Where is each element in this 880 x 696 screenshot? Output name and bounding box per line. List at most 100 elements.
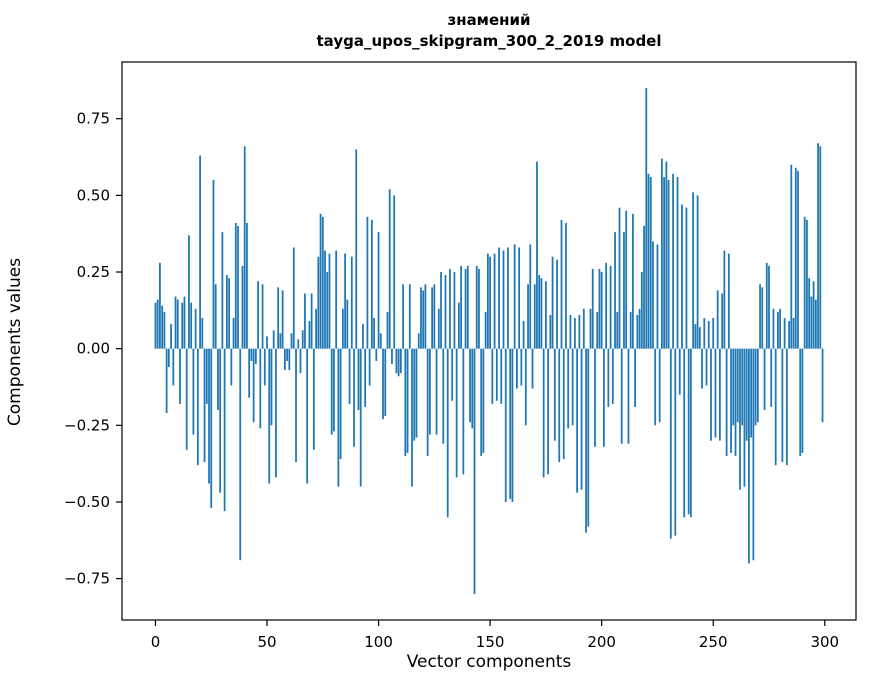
bar bbox=[379, 333, 382, 349]
bar bbox=[172, 348, 175, 386]
bar bbox=[509, 348, 512, 499]
bar bbox=[397, 348, 400, 377]
bar bbox=[527, 284, 529, 349]
bar bbox=[618, 207, 621, 349]
bar bbox=[382, 348, 384, 420]
bar bbox=[317, 256, 320, 349]
bar bbox=[672, 173, 674, 349]
bar bbox=[589, 308, 592, 349]
bar bbox=[411, 348, 413, 487]
bar bbox=[553, 348, 556, 441]
y-tick-label: 0.50 bbox=[77, 186, 110, 204]
bar bbox=[301, 330, 304, 349]
y-tick-label: −0.25 bbox=[64, 416, 110, 434]
bar bbox=[159, 262, 161, 349]
y-tick-label: −0.50 bbox=[64, 493, 110, 511]
bar bbox=[246, 222, 248, 349]
bar bbox=[475, 265, 478, 349]
bar bbox=[368, 348, 371, 386]
chart-title: знамений tayga_upos_skipgram_300_2_2019 … bbox=[122, 10, 856, 52]
bar bbox=[324, 250, 326, 349]
bar bbox=[587, 348, 590, 527]
bar bbox=[710, 348, 712, 441]
x-axis-label: Vector components bbox=[406, 652, 572, 672]
bar bbox=[341, 308, 344, 349]
bar bbox=[426, 348, 429, 456]
bar bbox=[386, 311, 389, 349]
bar bbox=[259, 348, 262, 429]
bar bbox=[391, 348, 393, 364]
bar bbox=[600, 272, 603, 349]
bar bbox=[404, 348, 407, 456]
bar bbox=[674, 348, 677, 536]
bar bbox=[565, 222, 567, 349]
bar bbox=[339, 348, 342, 460]
bar bbox=[270, 348, 273, 426]
bar bbox=[594, 348, 596, 447]
bar bbox=[154, 302, 157, 349]
bar bbox=[495, 348, 498, 401]
bar bbox=[230, 348, 233, 386]
bar bbox=[355, 149, 358, 349]
bar bbox=[531, 348, 534, 389]
bar bbox=[223, 348, 226, 512]
bar bbox=[736, 348, 739, 423]
bar bbox=[502, 250, 505, 349]
bar bbox=[676, 176, 679, 349]
bar bbox=[299, 348, 302, 374]
y-tick-label: 0.25 bbox=[77, 263, 110, 281]
bar bbox=[181, 302, 184, 349]
bar bbox=[469, 348, 471, 423]
bar bbox=[616, 311, 619, 349]
y-axis-label: Components values bbox=[5, 257, 25, 427]
bar bbox=[417, 333, 420, 349]
bar bbox=[281, 290, 284, 349]
bar bbox=[567, 348, 570, 429]
bar bbox=[524, 348, 527, 426]
bar bbox=[237, 226, 239, 349]
bar bbox=[741, 348, 744, 426]
bar bbox=[203, 348, 206, 463]
bar bbox=[321, 216, 324, 349]
x-tick-label: 300 bbox=[810, 633, 839, 651]
bar bbox=[263, 348, 266, 386]
bar bbox=[716, 290, 719, 349]
bar bbox=[377, 232, 380, 349]
bar bbox=[176, 299, 179, 349]
bar bbox=[466, 265, 469, 349]
bar bbox=[649, 176, 652, 349]
bar bbox=[551, 256, 554, 349]
bar bbox=[667, 180, 670, 349]
bar bbox=[179, 348, 181, 404]
bar bbox=[424, 284, 427, 349]
bar bbox=[808, 278, 811, 349]
bar bbox=[812, 281, 815, 349]
bar bbox=[190, 302, 193, 349]
bar bbox=[640, 272, 643, 349]
bar bbox=[817, 143, 819, 349]
bar bbox=[681, 204, 683, 349]
bar bbox=[768, 265, 770, 349]
bar bbox=[701, 348, 703, 389]
bar bbox=[556, 259, 558, 349]
bar bbox=[455, 348, 458, 478]
bar bbox=[486, 253, 489, 349]
bar bbox=[219, 348, 222, 493]
bar bbox=[212, 180, 215, 349]
bar bbox=[669, 348, 672, 539]
bar bbox=[161, 305, 164, 349]
bar bbox=[422, 290, 425, 349]
bar bbox=[373, 318, 375, 349]
bar bbox=[297, 339, 300, 349]
bar bbox=[730, 348, 732, 453]
bar bbox=[290, 333, 293, 349]
bar bbox=[625, 210, 628, 349]
bar bbox=[687, 348, 690, 515]
bar bbox=[623, 232, 625, 349]
bar bbox=[712, 318, 715, 349]
bar bbox=[739, 348, 741, 490]
bar bbox=[480, 348, 483, 456]
bar bbox=[611, 348, 614, 404]
bar bbox=[797, 170, 799, 349]
bar bbox=[774, 348, 777, 466]
